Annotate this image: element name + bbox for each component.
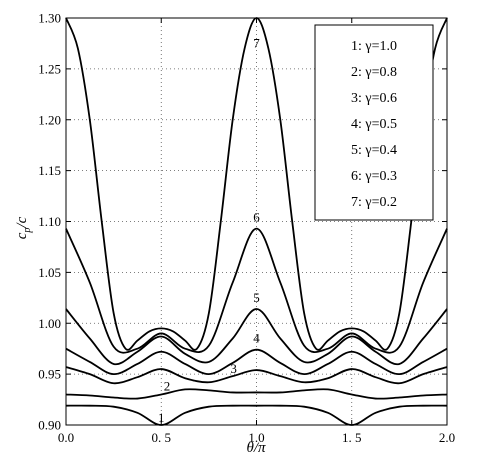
y-axis-label-rest: /c (14, 216, 30, 228)
legend-entry: 3: γ=0.6 (351, 91, 397, 106)
curve-label-4: 4 (253, 331, 260, 346)
legend-entry: 6: γ=0.3 (351, 169, 397, 184)
x-tick-label: 1.0 (248, 430, 264, 445)
x-axis-label: θ/π (246, 440, 266, 456)
curve-labels: 7 6 5 4 3 2 1 (158, 35, 260, 424)
y-tick-label: 1.20 (38, 112, 61, 127)
curve-label-5: 5 (253, 290, 260, 305)
series-line-3 (65, 366, 448, 385)
y-tick-label: 1.05 (38, 265, 61, 280)
y-tick-label: 1.10 (38, 214, 61, 229)
y-tick-label: 1.30 (38, 11, 61, 26)
legend-entry: 7: γ=0.2 (351, 195, 397, 210)
legend-box (314, 24, 434, 221)
legend-entry: 4: γ=0.5 (351, 117, 397, 132)
series-line-6 (65, 227, 448, 354)
y-tick-label: 0.90 (38, 418, 61, 433)
curve-label-2: 2 (164, 378, 171, 393)
x-tick-label: 2.0 (439, 430, 455, 445)
y-axis-label-main: c (14, 232, 30, 239)
y-tick-label: 1.15 (38, 163, 61, 178)
legend: 1: γ=1.0 2: γ=0.8 3: γ=0.6 4: γ=0.5 5: γ=0.4… (314, 24, 434, 221)
legend-entry: 5: γ=0.4 (351, 143, 397, 158)
series-line-4 (65, 347, 448, 376)
curve-label-1: 1 (158, 410, 165, 425)
series-line-2 (65, 388, 448, 400)
x-tick-label: 0. 5 (152, 430, 172, 445)
series-line-5 (65, 308, 448, 366)
y-tick-label: 1.00 (38, 316, 61, 331)
y-tick-label: 0.95 (38, 367, 61, 382)
y-tick-label: 1.25 (38, 61, 61, 76)
x-tick-label: 0.0 (58, 430, 74, 445)
legend-entry: 1: γ=1.0 (351, 39, 397, 54)
legend-entry: 2: γ=0.8 (351, 65, 397, 80)
curve-label-7: 7 (253, 35, 260, 50)
series-line-1 (65, 404, 448, 426)
axis-ticks: 0.0 0. 5 1.0 1. 5 2.0 0.90 0.95 1.00 1.05 1.10 1.1… (38, 11, 455, 446)
y-axis-label-sub: p (22, 228, 33, 234)
curve-label-6: 6 (253, 209, 260, 224)
x-tick-label: 1. 5 (342, 430, 362, 445)
curves (65, 17, 448, 426)
y-axis-label: cp/c (14, 216, 33, 239)
curve-label-3: 3 (230, 361, 237, 376)
svg-text:cp/c: cp/c (14, 216, 33, 239)
